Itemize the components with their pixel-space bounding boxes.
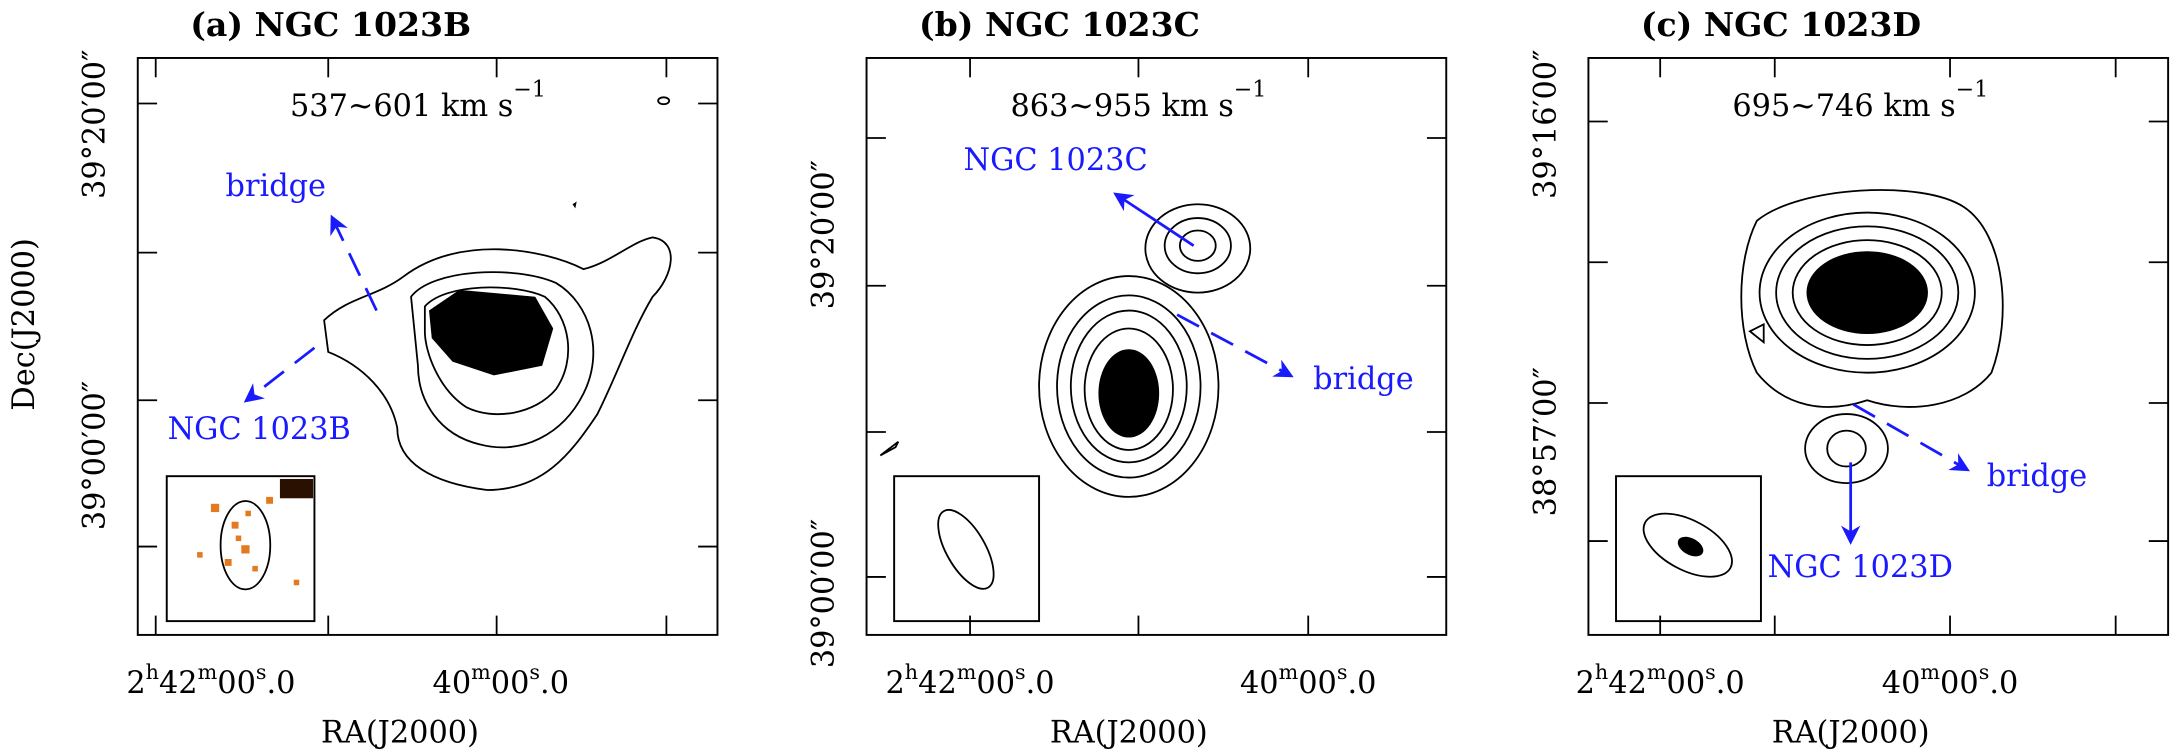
x-tick-part: .0 (267, 666, 296, 701)
annotation: NGC 1023C (964, 143, 1148, 178)
velocity-exponent: −1 (513, 78, 546, 103)
x-tick-part: 00 (1298, 666, 1337, 701)
velocity-text: 863~955 km s (1010, 89, 1233, 124)
x-tick-part: .0 (540, 666, 569, 701)
x-tick-part: s (1337, 660, 1348, 684)
y-tick-label: 39°00′00″ (806, 519, 841, 668)
x-tick-part: .0 (1348, 666, 1377, 701)
x-tick-part: 42 (918, 666, 957, 701)
x-tick-part: 2 (126, 666, 145, 701)
x-tick-part: 40 (1882, 666, 1921, 701)
x-tick-label: 40m00s.0 (1240, 660, 1377, 701)
velocity-range: 863~955 km s−1 (1010, 78, 1266, 124)
x-tick-part: s (256, 660, 267, 684)
velocity-exponent: −1 (1234, 78, 1267, 103)
x-tick-label: 2h42m00s.0 (885, 660, 1054, 701)
plot-frame (865, 57, 1448, 636)
plot-frame (136, 57, 719, 636)
panel-a-map (165, 96, 672, 623)
velocity-exponent: −1 (1956, 78, 1989, 103)
panel-b-map (879, 192, 1294, 623)
annotation: NGC 1023D (1768, 550, 1953, 585)
x-tick-part: h (905, 660, 918, 684)
x-tick-part: 42 (159, 666, 198, 701)
x-tick-part: h (1595, 660, 1608, 684)
x-tick-part: m (198, 660, 218, 684)
x-tick-part: 00 (217, 666, 256, 701)
y-tick-label: 39°20′00″ (78, 50, 113, 199)
annotation: bridge (226, 169, 327, 204)
velocity-text: 537~601 km s (290, 89, 513, 124)
x-tick-part: m (1279, 660, 1299, 684)
x-tick-part: s (1015, 660, 1026, 684)
x-tick-part: 2 (885, 666, 904, 701)
x-tick-part: .0 (1716, 666, 1745, 701)
y-tick-label: 39°20′00″ (806, 160, 841, 309)
x-tick-part: 00 (1667, 666, 1706, 701)
x-tick-label: 40m00s.0 (433, 660, 569, 701)
velocity-text: 695~746 km s (1732, 89, 1955, 124)
x-tick-label: 2h42m00s.0 (126, 660, 295, 701)
panel-title: (c) NGC 1023D (1641, 5, 1921, 44)
x-tick-part: 40 (1240, 666, 1279, 701)
panel-title: (b) NGC 1023C (919, 5, 1200, 44)
x-tick-label: 2h42m00s.0 (1576, 660, 1745, 701)
y-tick-label: 39°16′00″ (1528, 50, 1563, 199)
x-tick-label: 40m00s.0 (1882, 660, 2019, 701)
panel-c-map (1615, 189, 2004, 623)
annotation: bridge (1313, 362, 1414, 397)
annotation: bridge (1987, 459, 2087, 494)
x-axis-label: RA(J2000) (1772, 716, 1930, 751)
x-axis-label: RA(J2000) (321, 716, 479, 751)
x-tick-part: 00 (976, 666, 1015, 701)
panel-title: (a) NGC 1023B (190, 5, 471, 44)
x-tick-part: m (471, 660, 491, 684)
x-axis-label: RA(J2000) (1050, 716, 1208, 751)
x-tick-part: s (529, 660, 540, 684)
plot-frame (1587, 57, 2170, 636)
y-tick-label: 38°57′00″ (1528, 367, 1563, 516)
x-tick-part: s (1705, 660, 1716, 684)
x-tick-part: 42 (1608, 666, 1647, 701)
x-tick-part: 00 (1940, 666, 1979, 701)
x-tick-part: .0 (1989, 666, 2018, 701)
velocity-range: 537~601 km s−1 (290, 78, 546, 124)
x-tick-part: .0 (1026, 666, 1055, 701)
velocity-range: 695~746 km s−1 (1732, 78, 1988, 124)
x-tick-part: s (1979, 660, 1990, 684)
x-tick-part: 2 (1576, 666, 1595, 701)
x-tick-part: 40 (433, 666, 472, 701)
x-tick-part: h (146, 660, 159, 684)
annotation: NGC 1023B (168, 412, 351, 447)
x-tick-part: 00 (491, 666, 530, 701)
x-tick-part: m (1647, 660, 1667, 684)
y-tick-label: 39°00′00″ (78, 381, 113, 530)
x-tick-part: m (1920, 660, 1940, 684)
y-axis-label: Dec(J2000) (7, 238, 42, 410)
x-tick-part: m (957, 660, 977, 684)
